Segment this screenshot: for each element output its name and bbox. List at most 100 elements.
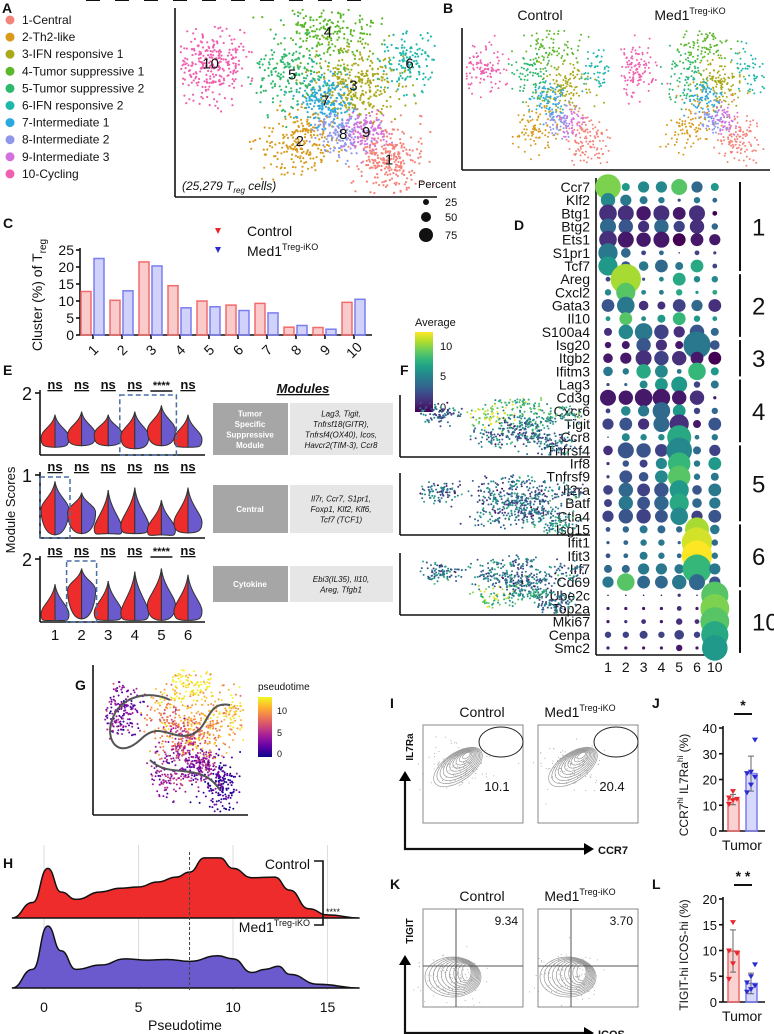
umap-cell-point (576, 73, 579, 76)
umap-cell-point (580, 117, 583, 120)
umap-cell-point (210, 70, 213, 73)
umap-cell-point (571, 159, 574, 162)
umap-cell-point (347, 93, 350, 97)
umap-cell-point (382, 161, 385, 164)
umap-cell-point (405, 49, 408, 52)
expression-dot (692, 498, 702, 508)
umap-cell-point (538, 82, 541, 85)
umap-cell-point (292, 67, 295, 70)
umap-cell-point (341, 104, 344, 107)
expression-dot (635, 350, 652, 367)
umap-cell-point (750, 54, 753, 57)
umap-cell-point (190, 40, 193, 43)
umap-cell-point (694, 85, 697, 87)
umap-cell-point (379, 121, 382, 124)
umap-cell-point (218, 60, 222, 63)
gene-group-label: 3 (752, 346, 765, 373)
umap-cell-point (755, 122, 758, 125)
umap-cell-point (687, 42, 690, 45)
umap-cell-point (242, 45, 245, 48)
umap-cell-point (410, 136, 413, 139)
umap-cell-point (709, 43, 712, 46)
umap-score-point (480, 440, 483, 443)
umap-cell-point (409, 63, 412, 66)
umap-cell-point (753, 77, 756, 80)
umap-cell-point (560, 105, 563, 108)
umap-score-point (484, 410, 487, 413)
expression-dot (693, 196, 701, 204)
bar-control (283, 326, 295, 336)
violin-control-half (93, 490, 109, 535)
umap-cell-point (692, 142, 695, 145)
umap-cell-point (278, 122, 281, 125)
umap-cell-point (183, 60, 186, 63)
umap-cell-point (694, 112, 697, 115)
umap-cell-point (729, 144, 732, 147)
violin-ko-half (160, 568, 176, 621)
umap-cell-point (282, 23, 285, 27)
panel-label-j: J (652, 695, 660, 711)
umap-cell-point (669, 98, 672, 101)
umap-cell-point (399, 138, 402, 141)
cluster-legend-swatch (5, 32, 15, 42)
umap-cell-point (279, 42, 283, 45)
umap-cell-point (315, 126, 318, 129)
umap-cell-point (234, 62, 237, 65)
umap-cell-point (324, 37, 327, 40)
umap-cell-point (550, 37, 553, 40)
umap-cell-point (353, 126, 356, 129)
umap-cell-point (181, 64, 184, 67)
umap-cell-point (309, 116, 312, 119)
umap-cell-point (408, 171, 411, 174)
umap-cell-point (692, 78, 695, 81)
umap-cell-point (214, 104, 217, 107)
umap-cell-point (547, 33, 550, 36)
umap-cell-point (405, 32, 408, 35)
expression-dot (619, 417, 633, 431)
umap-cell-point (519, 72, 522, 75)
umap-cell-point (357, 40, 360, 43)
bar-ko (209, 306, 221, 336)
expression-dot (624, 646, 628, 650)
umap-score-point (492, 436, 495, 439)
umap-cell-point (306, 116, 310, 119)
umap-cell-point (560, 120, 563, 123)
module-genes: Tnfrsf18(GITR), (313, 420, 369, 429)
umap-cell-point (590, 157, 593, 160)
umap-cell-point (521, 131, 524, 134)
umap-cell-point (746, 115, 749, 117)
umap-cell-point (683, 89, 686, 92)
umap-cell-point (630, 57, 633, 59)
umap-cell-point (286, 61, 289, 64)
umap-cell-point (555, 108, 557, 111)
umap-score-point (543, 446, 546, 449)
umap-cell-point (186, 30, 189, 33)
expression-dot (672, 351, 687, 366)
violin-ko-half (107, 580, 123, 621)
umap-cell-point (358, 58, 361, 61)
umap-cell-point (370, 139, 373, 142)
expression-dot (676, 553, 682, 559)
umap-cell-point (198, 77, 201, 81)
umap-cell-point (277, 43, 280, 46)
umap-cell-point (682, 153, 685, 156)
umap-cell-point (547, 87, 549, 90)
expression-dot (691, 181, 703, 193)
violin-ko-half (81, 492, 97, 535)
module-genes-cell (290, 566, 393, 602)
umap-cell-point (583, 73, 586, 75)
umap-cell-point (720, 124, 723, 127)
umap-cell-point (682, 36, 685, 39)
umap-cell-point (281, 55, 284, 59)
umap-cell-point (309, 72, 313, 75)
umap-cell-point (412, 60, 416, 63)
umap-cell-point (366, 137, 369, 140)
violin-control-half (146, 405, 162, 447)
umap-cell-point (517, 146, 520, 149)
umap-cell-point (361, 89, 364, 92)
umap-cell-point (664, 133, 667, 136)
umap-cell-point (383, 88, 386, 91)
umap-cell-point (749, 129, 751, 132)
umap-cell-point (546, 118, 549, 121)
gene-group-label: 6 (752, 544, 765, 571)
